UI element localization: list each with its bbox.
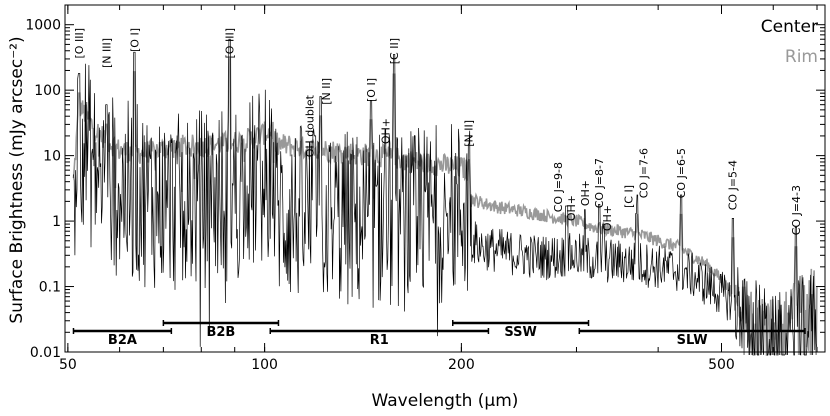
x-tick-label-0: 50 <box>59 357 77 373</box>
line-label-12: OH+ <box>579 180 592 206</box>
band-label-ssw: SSW <box>504 325 536 340</box>
y-tick-label-5: 1000 <box>25 18 61 34</box>
y-tick-label-0: 0.01 <box>30 345 61 361</box>
series-layer <box>72 38 818 356</box>
plot-frame <box>64 4 826 353</box>
line-label-14: OH+ <box>601 205 614 231</box>
x-tick-label-3: 500 <box>708 357 735 373</box>
y-tick-label-4: 100 <box>34 83 61 99</box>
line-label-16: CO J=7-6 <box>637 148 650 198</box>
x-axis-label: Wavelength (μm) <box>372 391 519 411</box>
line-label-7: OH+ <box>379 118 392 144</box>
line-label-18: CO J=5-4 <box>727 160 740 210</box>
series-rim <box>72 58 818 356</box>
line-label-15: [C I] <box>622 185 635 208</box>
series-center <box>73 38 818 356</box>
y-tick-label-3: 10 <box>43 149 61 165</box>
line-label-0: [O III] <box>73 28 86 58</box>
line-label-5: [N II] <box>320 78 333 105</box>
line-label-19: CO J=4-3 <box>790 185 803 235</box>
legend-entry-rim: Rim <box>785 47 818 67</box>
emission-line-layer: [O III] [N III] [O I] [O III]OH doublet[N I… <box>73 28 803 235</box>
band-label-b2a: B2A <box>108 333 137 348</box>
line-label-9: [N II] <box>463 120 476 147</box>
legend-entry-center: Center <box>761 17 818 37</box>
line-label-6: [O I] <box>365 78 378 102</box>
y-axis-label: Surface Brightness (mJy arcsec⁻²) <box>7 36 27 323</box>
line-label-10: CO J=9-8 <box>552 162 565 212</box>
line-label-17: CO J=6-5 <box>675 148 688 198</box>
x-tick-label-2: 200 <box>448 357 475 373</box>
line-label-11: OH+ <box>565 195 578 221</box>
band-label-slw: SLW <box>677 333 708 348</box>
axes-layer: 50 100 200 500 0.01 0.1 1 10 100 1000 <box>25 5 825 373</box>
line-label-1: [N III] <box>101 38 114 68</box>
line-label-3: [O III] <box>224 28 237 58</box>
y-tick-label-1: 0.1 <box>39 280 61 296</box>
band-coverage-layer: B2A B2B R1 SSW SLW <box>72 320 806 348</box>
x-tick-label-1: 100 <box>251 357 278 373</box>
line-label-13: CO J=8-7 <box>593 158 606 208</box>
y-tick-label-2: 1 <box>52 214 61 230</box>
band-label-r1: R1 <box>370 333 389 348</box>
line-label-8: [C II] <box>388 38 401 64</box>
legend: Center Rim <box>761 17 818 67</box>
line-label-4: OH doublet <box>304 94 317 157</box>
band-label-b2b: B2B <box>206 325 235 340</box>
line-label-2: [O I] <box>128 28 141 52</box>
